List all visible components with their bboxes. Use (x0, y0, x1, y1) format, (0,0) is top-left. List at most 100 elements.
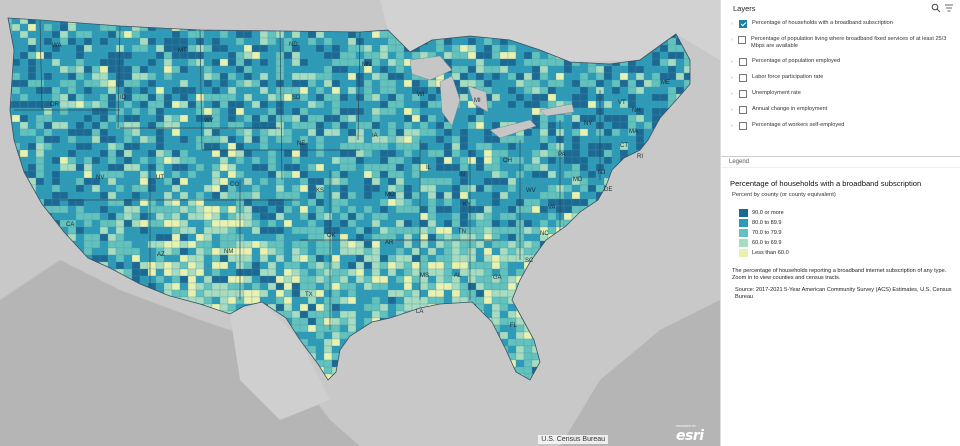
county-cell[interactable] (211, 149, 221, 158)
county-cell[interactable] (491, 205, 501, 214)
county-cell[interactable] (323, 275, 333, 284)
county-cell[interactable] (171, 30, 181, 39)
county-cell[interactable] (427, 44, 437, 53)
county-cell[interactable] (115, 100, 125, 109)
county-cell[interactable] (291, 170, 301, 179)
county-cell[interactable] (507, 86, 517, 95)
county-cell[interactable] (651, 107, 661, 116)
county-cell[interactable] (99, 37, 109, 46)
county-cell[interactable] (195, 170, 205, 179)
county-cell[interactable] (259, 30, 269, 39)
county-cell[interactable] (243, 212, 253, 221)
county-cell[interactable] (203, 86, 213, 95)
county-cell[interactable] (451, 261, 461, 270)
county-cell[interactable] (307, 331, 317, 340)
county-cell[interactable] (51, 177, 61, 186)
county-cell[interactable] (371, 163, 381, 172)
county-cell[interactable] (427, 289, 437, 298)
county-cell[interactable] (403, 240, 413, 249)
county-cell[interactable] (179, 247, 189, 256)
county-cell[interactable] (531, 156, 541, 165)
county-cell[interactable] (99, 79, 109, 88)
county-cell[interactable] (115, 170, 125, 179)
county-cell[interactable] (507, 240, 517, 249)
county-cell[interactable] (555, 58, 565, 67)
county-cell[interactable] (75, 30, 85, 39)
county-cell[interactable] (347, 114, 357, 123)
county-cell[interactable] (347, 51, 357, 60)
county-cell[interactable] (531, 212, 541, 221)
county-cell[interactable] (371, 30, 381, 39)
county-cell[interactable] (171, 261, 181, 270)
county-cell[interactable] (219, 219, 229, 228)
county-cell[interactable] (323, 72, 333, 81)
county-cell[interactable] (171, 65, 181, 74)
county-cell[interactable] (419, 261, 429, 270)
county-cell[interactable] (155, 93, 165, 102)
county-cell[interactable] (155, 261, 165, 270)
expand-chevron-icon[interactable]: › (731, 21, 733, 27)
county-cell[interactable] (235, 65, 245, 74)
county-cell[interactable] (67, 44, 77, 53)
county-cell[interactable] (219, 303, 229, 312)
county-cell[interactable] (419, 121, 429, 130)
county-cell[interactable] (395, 177, 405, 186)
county-cell[interactable] (283, 268, 293, 277)
county-cell[interactable] (315, 282, 325, 291)
county-cell[interactable] (403, 261, 413, 270)
county-cell[interactable] (387, 44, 397, 53)
county-cell[interactable] (227, 163, 237, 172)
county-cell[interactable] (139, 268, 149, 277)
county-cell[interactable] (83, 156, 93, 165)
county-cell[interactable] (323, 184, 333, 193)
county-cell[interactable] (203, 163, 213, 172)
county-cell[interactable] (267, 184, 277, 193)
county-cell[interactable] (171, 282, 181, 291)
county-cell[interactable] (611, 107, 621, 116)
county-cell[interactable] (435, 142, 445, 151)
county-cell[interactable] (379, 310, 389, 319)
county-cell[interactable] (171, 275, 181, 284)
county-cell[interactable] (331, 310, 341, 319)
choropleth-map[interactable] (0, 0, 720, 446)
county-cell[interactable] (387, 247, 397, 256)
county-cell[interactable] (523, 205, 533, 214)
county-cell[interactable] (227, 170, 237, 179)
county-cell[interactable] (187, 107, 197, 116)
county-cell[interactable] (363, 268, 373, 277)
county-cell[interactable] (315, 324, 325, 333)
county-cell[interactable] (83, 114, 93, 123)
county-cell[interactable] (155, 142, 165, 151)
county-cell[interactable] (379, 128, 389, 137)
county-cell[interactable] (83, 23, 93, 32)
county-cell[interactable] (123, 184, 133, 193)
county-cell[interactable] (139, 44, 149, 53)
county-cell[interactable] (59, 114, 69, 123)
county-cell[interactable] (419, 240, 429, 249)
county-cell[interactable] (251, 114, 261, 123)
county-cell[interactable] (203, 44, 213, 53)
county-cell[interactable] (363, 310, 373, 319)
layer-item[interactable]: › Annual change in employment (721, 102, 960, 118)
county-cell[interactable] (587, 142, 597, 151)
county-cell[interactable] (531, 205, 541, 214)
county-cell[interactable] (675, 58, 685, 67)
county-cell[interactable] (467, 268, 477, 277)
county-cell[interactable] (491, 100, 501, 109)
county-cell[interactable] (179, 275, 189, 284)
county-cell[interactable] (291, 156, 301, 165)
county-cell[interactable] (483, 149, 493, 158)
county-cell[interactable] (219, 282, 229, 291)
county-cell[interactable] (363, 107, 373, 116)
county-cell[interactable] (75, 72, 85, 81)
county-cell[interactable] (99, 191, 109, 200)
county-cell[interactable] (307, 226, 317, 235)
county-cell[interactable] (19, 128, 29, 137)
county-cell[interactable] (507, 226, 517, 235)
county-cell[interactable] (347, 191, 357, 200)
county-cell[interactable] (547, 191, 557, 200)
county-cell[interactable] (611, 86, 621, 95)
county-cell[interactable] (299, 79, 309, 88)
county-cell[interactable] (411, 254, 421, 263)
county-cell[interactable] (219, 233, 229, 242)
